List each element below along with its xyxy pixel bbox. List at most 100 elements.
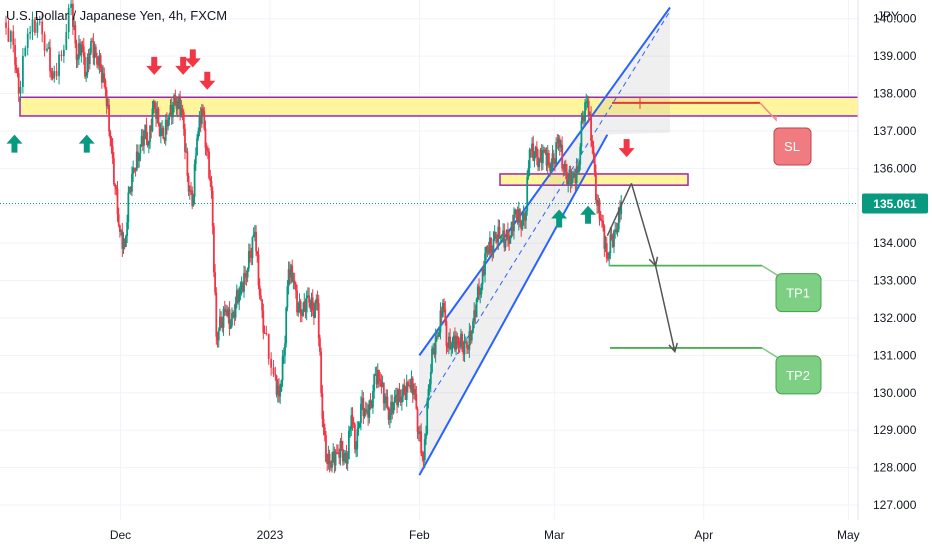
- candle-body: [556, 142, 559, 144]
- y-tick-label: 127.000: [873, 498, 917, 512]
- candle-body: [487, 249, 490, 254]
- candle-body: [602, 220, 605, 227]
- candle-body: [399, 396, 402, 403]
- candle-body: [428, 384, 431, 390]
- candle-body: [119, 225, 121, 232]
- candle-body: [335, 452, 338, 454]
- candle-body: [219, 316, 221, 331]
- candle-body: [464, 341, 467, 343]
- candle-body: [151, 108, 154, 131]
- candle-body: [517, 209, 520, 223]
- candle-body: [322, 418, 325, 428]
- candle-body: [347, 430, 350, 460]
- candle-body: [415, 393, 418, 409]
- candle-body: [62, 49, 65, 57]
- candle-body: [316, 298, 319, 304]
- candle-body: [581, 115, 584, 121]
- candle-body: [486, 246, 489, 250]
- candle-body: [441, 303, 444, 317]
- candle-body: [505, 229, 508, 240]
- candle-body: [608, 252, 611, 259]
- candle-body: [84, 56, 86, 77]
- candle-body: [174, 95, 177, 105]
- candle-body: [388, 415, 391, 421]
- up-arrow-icon: [580, 205, 597, 224]
- candle-body: [421, 453, 424, 457]
- candle-body: [198, 115, 201, 132]
- candle-body: [456, 335, 459, 341]
- candle-body: [147, 142, 150, 146]
- candle-body: [267, 333, 270, 359]
- candle-body: [314, 303, 317, 318]
- candle-body: [144, 124, 147, 131]
- y-tick-label: 131.000: [873, 348, 917, 362]
- candle-body: [181, 108, 184, 113]
- candle-body: [123, 238, 126, 247]
- candle-body: [595, 172, 597, 201]
- candle-body: [67, 7, 70, 33]
- time-scale[interactable]: Dec 2023 Feb Mar Apr May: [110, 528, 860, 542]
- candle-body: [403, 384, 406, 393]
- y-tick-label: 130.000: [873, 386, 917, 400]
- candle-body: [478, 286, 480, 296]
- candle-body: [463, 341, 466, 355]
- candle-body: [300, 314, 303, 316]
- candle-body: [313, 310, 315, 318]
- candle-body: [435, 335, 438, 337]
- candle-body: [357, 427, 360, 430]
- candle-body: [534, 147, 537, 154]
- candle-body: [288, 269, 291, 278]
- candle-body: [320, 351, 323, 393]
- candle-body: [259, 295, 262, 300]
- candle-body: [70, 3, 72, 8]
- candle-body: [393, 396, 396, 403]
- candle-body: [502, 230, 505, 235]
- candle-body: [339, 440, 342, 458]
- candle-body: [572, 175, 574, 179]
- candle-body: [58, 54, 60, 77]
- target-leader: [761, 347, 779, 359]
- x-tick-label: Dec: [110, 528, 131, 542]
- candle-body: [212, 226, 215, 273]
- candle-body: [552, 153, 555, 161]
- candle-body: [462, 344, 465, 355]
- candle-body: [593, 155, 596, 173]
- x-tick-label: Feb: [409, 528, 430, 542]
- candle-body: [604, 243, 607, 249]
- candle-body: [5, 22, 7, 28]
- candle-body: [296, 290, 298, 313]
- stop-loss-leader: [759, 102, 777, 122]
- candle-body: [532, 143, 535, 161]
- candle-body: [305, 295, 308, 313]
- candle-body: [172, 104, 174, 118]
- candle-body: [211, 190, 214, 227]
- candle-body: [233, 312, 236, 318]
- candle-body: [311, 297, 314, 311]
- candle-body: [210, 181, 213, 191]
- candle-body: [546, 153, 549, 166]
- candle-body: [378, 369, 380, 380]
- candle-body: [34, 19, 36, 33]
- candle-body: [203, 110, 206, 129]
- candle-body: [17, 73, 20, 94]
- candle-body: [193, 163, 196, 197]
- candle-body: [97, 64, 100, 66]
- candle-body: [473, 310, 476, 322]
- candle-body: [256, 251, 259, 255]
- candle-body: [60, 54, 63, 57]
- candle-body: [432, 347, 435, 349]
- candle-body: [208, 151, 210, 178]
- candle-body: [353, 424, 356, 450]
- candle-body: [255, 231, 257, 252]
- candle-body: [143, 130, 145, 146]
- candle-body: [285, 307, 288, 344]
- candle-body: [129, 187, 132, 192]
- candle-body: [245, 276, 248, 278]
- candle-body: [447, 336, 450, 348]
- candle-body: [111, 145, 114, 159]
- ascending-channel: [418, 6, 671, 476]
- candle-body: [155, 109, 157, 119]
- candle-body: [363, 409, 366, 417]
- candle-body: [605, 243, 608, 259]
